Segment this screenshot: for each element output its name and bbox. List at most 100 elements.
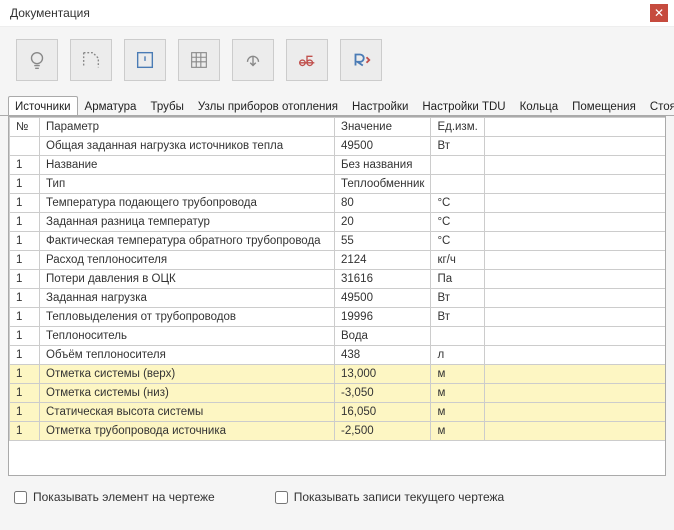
cell-param[interactable]: Статическая высота системы (40, 403, 335, 422)
table-row[interactable]: 1ТипТеплообменник (10, 175, 666, 194)
cell-num[interactable]: 1 (10, 403, 40, 422)
checkbox-show-current-records[interactable]: Показывать записи текущего чертежа (275, 490, 505, 504)
cell-unit[interactable]: кг/ч (431, 251, 484, 270)
col-header-value[interactable]: Значение (335, 118, 431, 137)
table-row[interactable]: 1Температура подающего трубопровода80°C (10, 194, 666, 213)
cell-value[interactable]: 20 (335, 213, 431, 232)
tool-shape-button[interactable] (70, 39, 112, 81)
tool-object-button[interactable] (286, 39, 328, 81)
tab-1[interactable]: Арматура (78, 96, 144, 116)
col-header-unit[interactable]: Ед.изм. (431, 118, 484, 137)
cell-num[interactable]: 1 (10, 232, 40, 251)
cell-param[interactable]: Теплоноситель (40, 327, 335, 346)
cell-num[interactable]: 1 (10, 308, 40, 327)
cell-num[interactable]: 1 (10, 346, 40, 365)
cell-param[interactable]: Заданная разница температур (40, 213, 335, 232)
cell-value[interactable]: 49500 (335, 289, 431, 308)
close-button[interactable]: ✕ (650, 4, 668, 22)
cell-param[interactable]: Тепловыделения от трубопроводов (40, 308, 335, 327)
tab-2[interactable]: Трубы (143, 96, 190, 116)
cell-num[interactable]: 1 (10, 365, 40, 384)
cell-unit[interactable]: °C (431, 232, 484, 251)
table-row[interactable]: 1Отметка системы (верх)13,000м (10, 365, 666, 384)
checkbox-input-1[interactable] (14, 491, 27, 504)
tool-grid-button[interactable] (178, 39, 220, 81)
cell-num[interactable] (10, 137, 40, 156)
cell-num[interactable]: 1 (10, 384, 40, 403)
cell-value[interactable]: 16,050 (335, 403, 431, 422)
cell-num[interactable]: 1 (10, 251, 40, 270)
cell-value[interactable]: -3,050 (335, 384, 431, 403)
cell-value[interactable]: 80 (335, 194, 431, 213)
cell-value[interactable]: Без названия (335, 156, 431, 175)
tab-0[interactable]: Источники (8, 96, 78, 116)
tab-3[interactable]: Узлы приборов отопления (191, 96, 345, 116)
col-header-param[interactable]: Параметр (40, 118, 335, 137)
table-row[interactable]: 1НазваниеБез названия (10, 156, 666, 175)
cell-unit[interactable]: м (431, 422, 484, 441)
cell-value[interactable]: 438 (335, 346, 431, 365)
cell-param[interactable]: Название (40, 156, 335, 175)
cell-num[interactable]: 1 (10, 422, 40, 441)
cell-param[interactable]: Заданная нагрузка (40, 289, 335, 308)
cell-unit[interactable]: Вт (431, 137, 484, 156)
cell-param[interactable]: Потери давления в ОЦК (40, 270, 335, 289)
table-row[interactable]: 1Отметка трубопровода источника-2,500м (10, 422, 666, 441)
cell-param[interactable]: Тип (40, 175, 335, 194)
cell-value[interactable]: 31616 (335, 270, 431, 289)
cell-value[interactable]: 2124 (335, 251, 431, 270)
table-row[interactable]: 1Отметка системы (низ)-3,050м (10, 384, 666, 403)
cell-value[interactable]: 19996 (335, 308, 431, 327)
checkbox-input-2[interactable] (275, 491, 288, 504)
table-row[interactable]: Общая заданная нагрузка источников тепла… (10, 137, 666, 156)
cell-num[interactable]: 1 (10, 289, 40, 308)
tab-5[interactable]: Настройки TDU (415, 96, 512, 116)
cell-value[interactable]: Вода (335, 327, 431, 346)
cell-param[interactable]: Объём теплоносителя (40, 346, 335, 365)
cell-num[interactable]: 1 (10, 327, 40, 346)
table-row[interactable]: 1Тепловыделения от трубопроводов19996Вт (10, 308, 666, 327)
cell-unit[interactable] (431, 327, 484, 346)
cell-unit[interactable]: Вт (431, 308, 484, 327)
table-row[interactable]: 1Заданная нагрузка49500Вт (10, 289, 666, 308)
table-row[interactable]: 1ТеплоносительВода (10, 327, 666, 346)
checkbox-show-on-drawing[interactable]: Показывать элемент на чертеже (14, 490, 215, 504)
cell-value[interactable]: 55 (335, 232, 431, 251)
cell-unit[interactable]: Вт (431, 289, 484, 308)
cell-num[interactable]: 1 (10, 156, 40, 175)
tool-warn-button[interactable] (124, 39, 166, 81)
cell-unit[interactable]: л (431, 346, 484, 365)
cell-unit[interactable] (431, 156, 484, 175)
cell-unit[interactable]: м (431, 403, 484, 422)
table-row[interactable]: 1Статическая высота системы16,050м (10, 403, 666, 422)
tool-revit-button[interactable] (340, 39, 382, 81)
cell-param[interactable]: Отметка системы (верх) (40, 365, 335, 384)
cell-num[interactable]: 1 (10, 270, 40, 289)
cell-value[interactable]: 13,000 (335, 365, 431, 384)
cell-unit[interactable]: м (431, 384, 484, 403)
table-row[interactable]: 1Потери давления в ОЦК31616Па (10, 270, 666, 289)
cell-unit[interactable]: °C (431, 213, 484, 232)
tab-8[interactable]: Стояки в перек (643, 96, 674, 116)
cell-param[interactable]: Отметка трубопровода источника (40, 422, 335, 441)
tool-export-button[interactable] (232, 39, 274, 81)
cell-unit[interactable]: м (431, 365, 484, 384)
table-row[interactable]: 1Фактическая температура обратного трубо… (10, 232, 666, 251)
cell-param[interactable]: Фактическая температура обратного трубоп… (40, 232, 335, 251)
table-row[interactable]: 1Заданная разница температур20°C (10, 213, 666, 232)
cell-param[interactable]: Расход теплоносителя (40, 251, 335, 270)
cell-value[interactable]: Теплообменник (335, 175, 431, 194)
tab-4[interactable]: Настройки (345, 96, 415, 116)
cell-value[interactable]: -2,500 (335, 422, 431, 441)
cell-param[interactable]: Температура подающего трубопровода (40, 194, 335, 213)
tool-bulb-button[interactable] (16, 39, 58, 81)
tab-7[interactable]: Помещения (565, 96, 643, 116)
cell-num[interactable]: 1 (10, 194, 40, 213)
tab-6[interactable]: Кольца (513, 96, 566, 116)
cell-unit[interactable] (431, 175, 484, 194)
cell-num[interactable]: 1 (10, 213, 40, 232)
cell-num[interactable]: 1 (10, 175, 40, 194)
cell-unit[interactable]: °C (431, 194, 484, 213)
cell-value[interactable]: 49500 (335, 137, 431, 156)
table-row[interactable]: 1Объём теплоносителя438л (10, 346, 666, 365)
